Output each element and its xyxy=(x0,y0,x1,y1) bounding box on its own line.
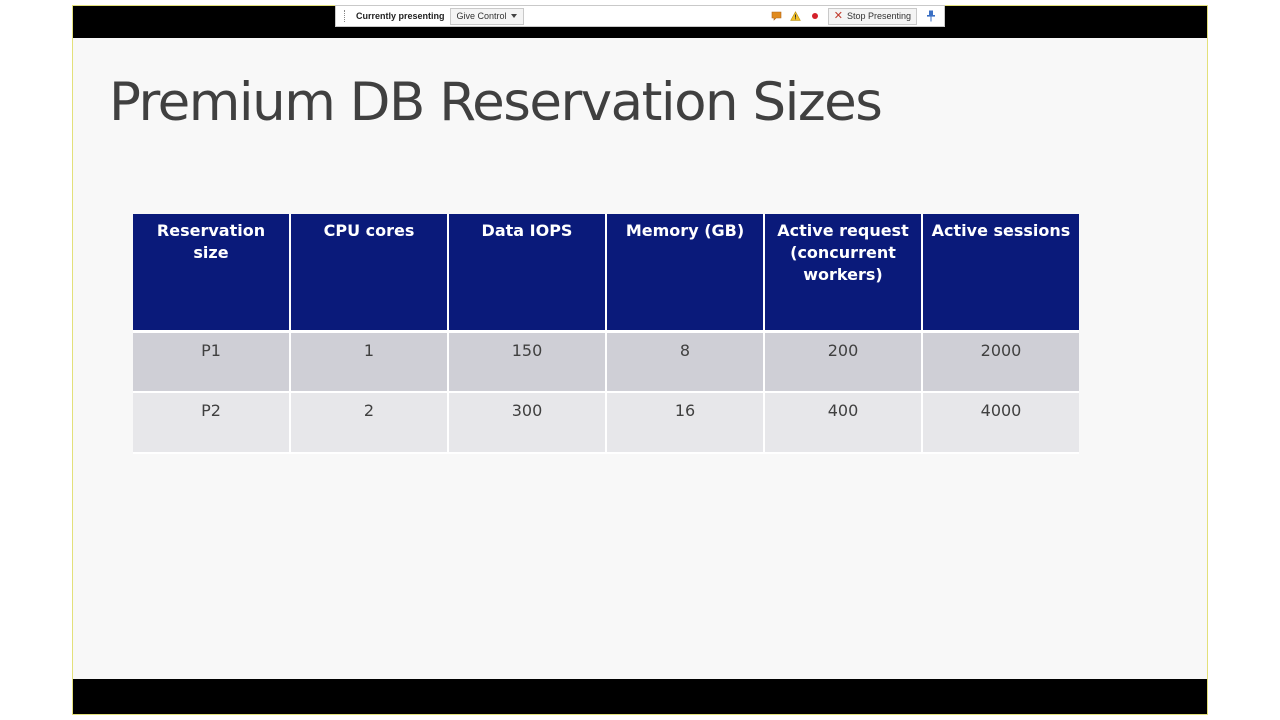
table-row: P1 1 150 8 200 2000 xyxy=(133,331,1079,393)
header-data-iops: Data IOPS xyxy=(448,214,607,333)
table-cell: 300 xyxy=(448,392,607,454)
table-cell: 400 xyxy=(764,392,923,454)
header-cpu-cores: CPU cores xyxy=(290,214,449,333)
stop-presenting-button[interactable]: ✕ Stop Presenting xyxy=(827,7,917,25)
record-icon[interactable] xyxy=(809,10,821,22)
warning-icon[interactable] xyxy=(790,10,802,22)
presentation-frame: Premium DB Reservation Sizes Reservation… xyxy=(72,5,1208,715)
table-cell: 4000 xyxy=(922,392,1079,454)
table-cell: 150 xyxy=(448,331,607,393)
presenter-toolbar: Currently presenting Give Control ✕ Stop… xyxy=(335,5,945,27)
table-cell: 16 xyxy=(606,392,765,454)
table-cell: P1 xyxy=(133,331,291,393)
stop-presenting-label: Stop Presenting xyxy=(846,11,911,21)
bottom-black-bar xyxy=(73,679,1207,714)
header-memory-gb: Memory (GB) xyxy=(606,214,765,333)
header-reservation-size: Reservation size xyxy=(133,214,291,333)
table-cell: 2 xyxy=(290,392,449,454)
table-cell: P2 xyxy=(133,392,291,454)
header-active-sessions: Active sessions xyxy=(922,214,1079,333)
table-row: P2 2 300 16 400 4000 xyxy=(133,392,1079,454)
table-header-row: Reservation size CPU cores Data IOPS Mem… xyxy=(133,214,1079,333)
table-cell: 200 xyxy=(764,331,923,393)
table-cell: 1 xyxy=(290,331,449,393)
chevron-down-icon xyxy=(510,14,517,18)
slide-title: Premium DB Reservation Sizes xyxy=(109,72,883,133)
give-control-button[interactable]: Give Control xyxy=(449,7,524,25)
speech-bubble-icon[interactable] xyxy=(771,10,783,22)
reservation-size-table: Reservation size CPU cores Data IOPS Mem… xyxy=(133,214,1079,454)
table-cell: 8 xyxy=(606,331,765,393)
stop-x-icon: ✕ xyxy=(833,9,843,22)
give-control-label: Give Control xyxy=(456,11,507,21)
header-active-request: Active request (concurrent workers) xyxy=(764,214,923,333)
presenting-status-label: Currently presenting xyxy=(356,11,445,21)
drag-handle[interactable] xyxy=(344,10,348,22)
table-cell: 2000 xyxy=(922,331,1079,393)
pin-icon[interactable] xyxy=(925,10,937,22)
